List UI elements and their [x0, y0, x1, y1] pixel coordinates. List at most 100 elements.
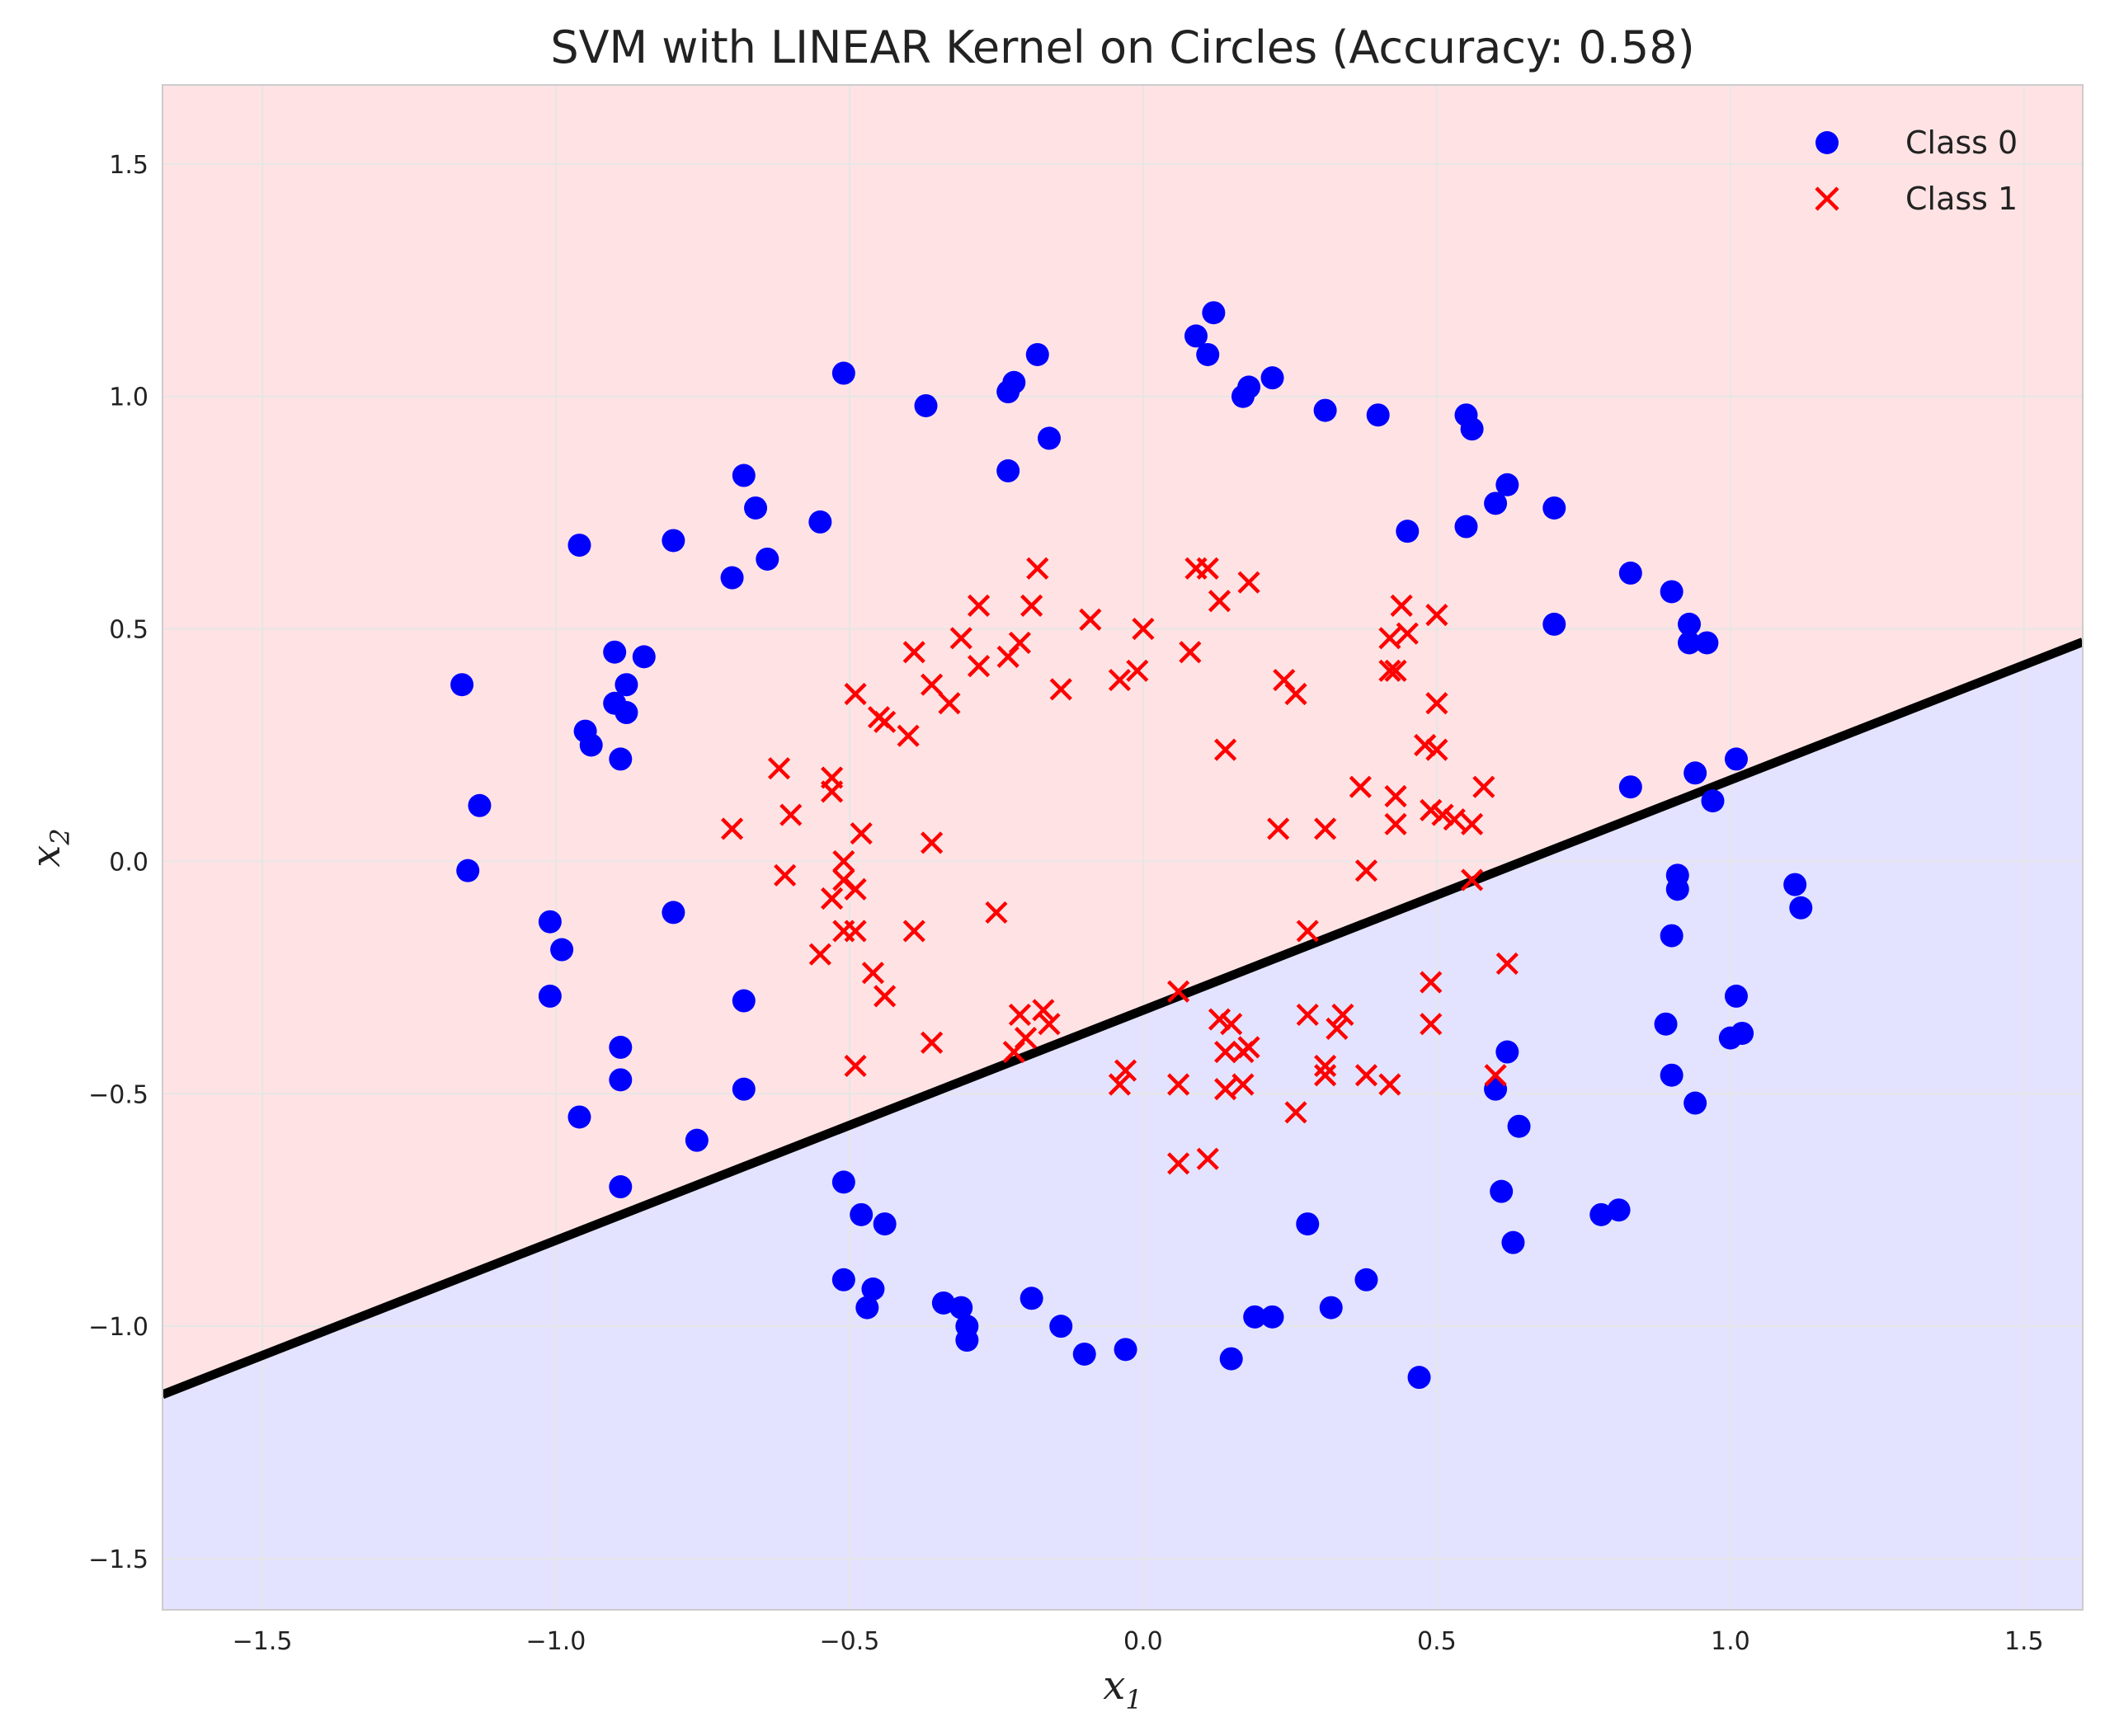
class-0-point: [1684, 761, 1707, 785]
class-0-point: [567, 1105, 591, 1129]
class-1-point: [1284, 1101, 1307, 1124]
class-0-point: [861, 1277, 885, 1301]
class-1-points: [720, 557, 1519, 1175]
class-1-point: [1114, 1059, 1137, 1082]
class-0-point: [1695, 631, 1719, 655]
class-1-point: [1420, 1013, 1443, 1036]
class-1-point: [1213, 738, 1237, 761]
legend-marker-class-0: [1815, 131, 1839, 154]
class-0-point: [609, 1175, 633, 1199]
class-1-point: [1425, 692, 1448, 715]
chart-title: SVM with LINEAR Kernel on Circles (Accur…: [550, 21, 1694, 73]
class-0-point: [744, 496, 768, 520]
y-tick-label: −1.5: [88, 1545, 148, 1574]
class-1-point: [1220, 1013, 1243, 1036]
class-0-point: [1202, 301, 1226, 325]
class-0-point: [1660, 1063, 1684, 1087]
class-1-point: [1167, 1073, 1190, 1096]
class-1-point: [767, 757, 791, 780]
class-1-point: [874, 985, 897, 1008]
class-1-point: [1026, 557, 1049, 580]
class-1-point: [808, 943, 831, 966]
class-0-point: [1660, 580, 1684, 604]
class-0-point: [732, 1077, 756, 1101]
class-0-point: [456, 859, 480, 882]
class-0-point: [1354, 1268, 1378, 1291]
class-0-point: [756, 547, 779, 571]
class-1-point: [1049, 678, 1072, 701]
class-0-point: [831, 361, 855, 385]
class-1-point: [1108, 1073, 1132, 1096]
class-1-point: [1461, 868, 1484, 892]
class-0-point: [662, 529, 685, 553]
class-1-point: [967, 594, 991, 617]
class-0-point: [1495, 473, 1519, 496]
class-1-point: [874, 710, 897, 733]
y-tick-label: 1.5: [109, 151, 148, 180]
y-axis-ticks: −1.5 −1.0 −0.5 0.0 0.5 1.0 1.5: [88, 151, 148, 1574]
class-0-point: [1219, 1347, 1243, 1371]
class-1-point: [902, 641, 925, 664]
class-1-point: [1384, 812, 1407, 835]
class-1-point: [902, 920, 925, 943]
class-1-point: [1196, 1147, 1219, 1170]
class-1-point: [1420, 971, 1443, 994]
class-1-point: [1314, 1064, 1337, 1087]
class-1-point: [1179, 641, 1202, 664]
legend-label-class-0: Class 0: [1905, 125, 2018, 161]
class-1-point: [1284, 682, 1307, 706]
class-1-point: [938, 692, 961, 715]
x-tick-label: −1.0: [526, 1627, 586, 1656]
class-0-point: [1678, 631, 1702, 655]
class-1-point: [1484, 1064, 1507, 1087]
class-0-point: [450, 673, 474, 697]
class-1-point: [1349, 775, 1372, 798]
class-0-point: [1260, 1305, 1284, 1329]
y-tick-label: −1.0: [88, 1313, 148, 1342]
y-tick-label: 0.5: [109, 616, 148, 645]
x-axis-label-subscript: 1: [1125, 1684, 1142, 1715]
class-0-point: [609, 1068, 633, 1092]
class-0-point: [931, 1291, 955, 1315]
class-1-point: [967, 655, 991, 678]
class-0-point: [579, 733, 603, 757]
y-axis-label: x2: [23, 828, 76, 867]
class-1-point: [1008, 1003, 1032, 1027]
class-0-point: [538, 984, 562, 1008]
class-0-point: [831, 1268, 855, 1291]
class-0-point: [914, 393, 938, 417]
class-0-point: [850, 1202, 874, 1226]
class-1-point: [1378, 659, 1401, 682]
class-1-point: [1267, 817, 1290, 840]
class-0-point: [603, 640, 627, 664]
class-0-point: [1296, 1212, 1320, 1236]
class-0-point: [1731, 1021, 1754, 1045]
class-0-point: [1607, 1198, 1631, 1222]
legend: Class 0 Class 1: [1815, 125, 2018, 217]
class-1-point: [1390, 594, 1413, 617]
class-0-point: [1114, 1338, 1137, 1362]
class-0-point: [855, 1296, 879, 1320]
decision-boundary: [162, 637, 2083, 1400]
legend-item-class-0: Class 0: [1815, 125, 2018, 161]
class-1-point: [861, 962, 885, 985]
class-1-point: [1126, 659, 1149, 682]
class-0-point: [1789, 896, 1813, 920]
class-0-point: [1660, 924, 1684, 948]
class-1-point: [1108, 668, 1132, 692]
class-0-point: [1684, 1091, 1707, 1115]
class-0-point: [1724, 984, 1748, 1008]
class-1-point: [1038, 1013, 1061, 1036]
class-0-point: [1237, 375, 1261, 399]
plot-frame: [162, 84, 2084, 1611]
class-0-point: [873, 1212, 897, 1236]
class-0-point: [632, 645, 656, 669]
class-0-point: [1654, 1012, 1678, 1036]
x-axis-label-main: x: [1103, 1663, 1125, 1709]
class-1-point: [921, 673, 944, 696]
y-axis-label-subscript: 2: [45, 828, 76, 845]
class-0-points: [450, 301, 1813, 1390]
class-0-point: [1025, 342, 1049, 366]
grid: [162, 85, 2083, 1610]
